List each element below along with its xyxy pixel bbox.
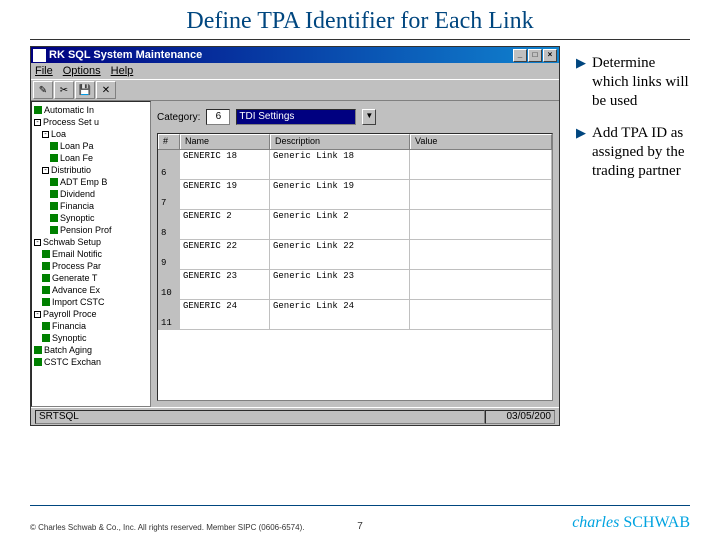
menu-help[interactable]: Help bbox=[111, 65, 134, 77]
footer-rule bbox=[30, 505, 690, 506]
tree-item[interactable]: - Loa bbox=[34, 128, 148, 140]
close-button[interactable]: × bbox=[543, 49, 557, 62]
tree-item[interactable]: Generate T bbox=[34, 272, 148, 284]
category-label: Category: bbox=[157, 112, 200, 123]
menu-file[interactable]: File bbox=[35, 65, 53, 77]
category-number[interactable]: 6 bbox=[206, 109, 230, 125]
titlebar: RK SQL System Maintenance _ □ × bbox=[31, 47, 559, 63]
toolbar-btn-2[interactable]: ✂ bbox=[54, 81, 74, 99]
tree-item[interactable]: Batch Aging bbox=[34, 344, 148, 356]
bullet-marker-icon: ▶ bbox=[576, 124, 586, 180]
category-dropdown-button[interactable]: ▼ bbox=[362, 109, 376, 125]
bullet-list: ▶ Determine which links will be used ▶ A… bbox=[560, 46, 690, 426]
app-icon bbox=[33, 49, 46, 62]
tree-item[interactable]: Automatic In bbox=[34, 104, 148, 116]
tree-item[interactable]: Email Notific bbox=[34, 248, 148, 260]
table-row[interactable]: 10GENERIC 23Generic Link 23 bbox=[158, 270, 552, 300]
toolbar-btn-4[interactable]: ✕ bbox=[96, 81, 116, 99]
bullet-item: ▶ Determine which links will be used bbox=[576, 54, 690, 110]
content-area: RK SQL System Maintenance _ □ × File Opt… bbox=[0, 46, 720, 426]
table-row[interactable]: 9GENERIC 22Generic Link 22 bbox=[158, 240, 552, 270]
tree-item[interactable]: - Distributio bbox=[34, 164, 148, 176]
table-row[interactable]: 11GENERIC 24Generic Link 24 bbox=[158, 300, 552, 330]
tree-item[interactable]: Advance Ex bbox=[34, 284, 148, 296]
menubar: File Options Help bbox=[31, 63, 559, 79]
toolbar-btn-1[interactable]: ✎ bbox=[33, 81, 53, 99]
menu-options[interactable]: Options bbox=[63, 65, 101, 77]
main-panel: Category: 6 TDI Settings ▼ # Name Descri… bbox=[151, 101, 559, 407]
slide-title: Define TPA Identifier for Each Link bbox=[0, 0, 720, 39]
tree-item[interactable]: Import CSTC bbox=[34, 296, 148, 308]
col-header-name[interactable]: Name bbox=[180, 134, 270, 149]
bullet-marker-icon: ▶ bbox=[576, 54, 586, 110]
col-header-desc[interactable]: Description bbox=[270, 134, 410, 149]
table-row[interactable]: 8GENERIC 2Generic Link 2 bbox=[158, 210, 552, 240]
tree-item[interactable]: -Schwab Setup bbox=[34, 236, 148, 248]
tree-item[interactable]: CSTC Exchan bbox=[34, 356, 148, 368]
col-header-value[interactable]: Value bbox=[410, 134, 552, 149]
tree-item[interactable]: Synoptic bbox=[34, 332, 148, 344]
maximize-button[interactable]: □ bbox=[528, 49, 542, 62]
data-grid[interactable]: # Name Description Value 6GENERIC 18Gene… bbox=[157, 133, 553, 401]
tree-item[interactable]: Synoptic bbox=[34, 212, 148, 224]
schwab-logo: charles SCHWAB bbox=[572, 514, 690, 532]
toolbar-btn-3[interactable]: 💾 bbox=[75, 81, 95, 99]
tree-item[interactable]: Financia bbox=[34, 200, 148, 212]
grid-body: 6GENERIC 18Generic Link 18 7GENERIC 19Ge… bbox=[158, 150, 552, 400]
app-window: RK SQL System Maintenance _ □ × File Opt… bbox=[30, 46, 560, 426]
tree-item[interactable]: Financia bbox=[34, 320, 148, 332]
tree-item[interactable]: Loan Fe bbox=[34, 152, 148, 164]
tree-item[interactable]: -Payroll Proce bbox=[34, 308, 148, 320]
minimize-button[interactable]: _ bbox=[513, 49, 527, 62]
workspace: Automatic In -Process Set u - Loa Loan P… bbox=[31, 101, 559, 407]
tree-panel[interactable]: Automatic In -Process Set u - Loa Loan P… bbox=[31, 101, 151, 407]
tree-item[interactable]: ADT Emp B bbox=[34, 176, 148, 188]
category-text[interactable]: TDI Settings bbox=[236, 109, 356, 125]
bullet-item: ▶ Add TPA ID as assigned by the trading … bbox=[576, 124, 690, 180]
copyright: © Charles Schwab & Co., Inc. All rights … bbox=[30, 523, 304, 532]
tree-item[interactable]: Loan Pa bbox=[34, 140, 148, 152]
col-header-num[interactable]: # bbox=[158, 134, 180, 149]
tree-item[interactable]: Pension Prof bbox=[34, 224, 148, 236]
tree-item[interactable]: Dividend bbox=[34, 188, 148, 200]
toolbar: ✎ ✂ 💾 ✕ bbox=[31, 79, 559, 101]
page-number: 7 bbox=[357, 521, 363, 532]
table-row[interactable]: 7GENERIC 19Generic Link 19 bbox=[158, 180, 552, 210]
table-row[interactable]: 6GENERIC 18Generic Link 18 bbox=[158, 150, 552, 180]
window-title: RK SQL System Maintenance bbox=[49, 49, 513, 61]
status-right: 03/05/200 bbox=[485, 410, 555, 424]
category-row: Category: 6 TDI Settings ▼ bbox=[157, 107, 553, 127]
title-rule bbox=[30, 39, 690, 40]
grid-header: # Name Description Value bbox=[158, 134, 552, 150]
status-left: SRTSQL bbox=[35, 410, 485, 424]
tree-item[interactable]: Process Par bbox=[34, 260, 148, 272]
footer: © Charles Schwab & Co., Inc. All rights … bbox=[30, 514, 690, 532]
statusbar: SRTSQL 03/05/200 bbox=[31, 407, 559, 425]
tree-item[interactable]: -Process Set u bbox=[34, 116, 148, 128]
